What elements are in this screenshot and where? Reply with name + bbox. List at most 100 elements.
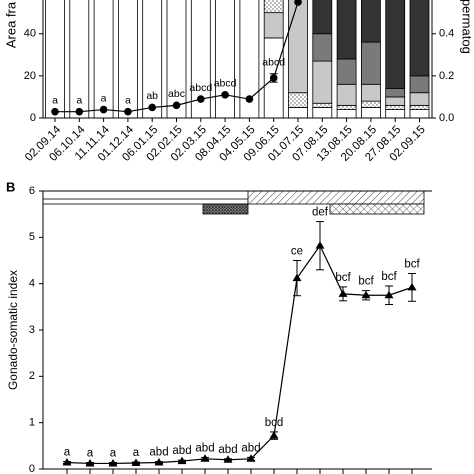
y-tick-label: 0	[30, 112, 36, 124]
y-tick-label: 3	[29, 324, 35, 336]
point	[384, 290, 394, 299]
data-label: a	[87, 448, 94, 460]
point	[269, 431, 279, 439]
point	[124, 107, 132, 116]
point	[148, 103, 156, 112]
point	[108, 458, 118, 467]
data-label: bcf	[404, 259, 420, 271]
period-bar	[202, 203, 249, 215]
y-tick-label: 5	[29, 231, 35, 243]
point	[361, 290, 371, 299]
y-tick-label: 4	[29, 278, 35, 290]
bar-segment	[360, 0, 381, 43]
y2-tick-label: 0.0	[439, 112, 454, 124]
point	[99, 105, 108, 114]
point	[223, 455, 233, 463]
y-tick-label: 1	[29, 417, 35, 429]
period-bar	[329, 203, 425, 215]
bar-segment	[409, 104, 430, 110]
bar-segment	[312, 0, 333, 35]
bar-segment	[360, 107, 381, 118]
bar-segment	[288, 107, 308, 118]
data-label: bcd	[265, 417, 284, 429]
point	[338, 289, 348, 297]
point	[246, 454, 256, 462]
bar-segment	[409, 109, 430, 118]
bar-segment	[263, 12, 284, 39]
bar-segment	[312, 33, 333, 62]
line	[66, 244, 413, 465]
bar-segment	[409, 0, 430, 77]
point	[294, 0, 302, 6]
bar-segment	[385, 104, 406, 110]
bar-segment	[360, 100, 381, 108]
period-bar	[42, 198, 249, 205]
point	[200, 454, 210, 462]
data-label: a	[52, 94, 58, 106]
bar-segment	[288, 92, 308, 108]
period-bars	[42, 190, 425, 215]
bar-segment	[336, 104, 357, 110]
point	[221, 91, 229, 99]
data-label: abd	[149, 447, 168, 459]
data-label: ce	[291, 246, 303, 258]
bar-segment	[385, 109, 406, 118]
bar-segment	[166, 0, 187, 118]
bar-segment	[263, 0, 284, 14]
point	[75, 107, 84, 116]
bar-segment	[312, 107, 333, 118]
period-bar	[247, 190, 425, 205]
y2-tick-label: 0.4	[439, 28, 454, 40]
bar-segment	[409, 75, 430, 94]
bar-segment	[336, 109, 357, 118]
point	[172, 101, 181, 110]
data-label: a	[125, 94, 131, 106]
data-label: bcf	[358, 276, 374, 288]
point	[245, 95, 254, 103]
bar-segment	[409, 92, 430, 106]
y2-axis-label: Spermatog	[460, 0, 474, 54]
data-label: a	[133, 447, 140, 459]
y-axis-label: Gonado-somatic index	[6, 270, 20, 390]
y2-tick-label: 0.2	[439, 70, 454, 82]
panel-label: B	[6, 179, 15, 194]
bar-segment	[385, 96, 406, 106]
point	[315, 241, 325, 249]
point	[154, 458, 164, 466]
data-label: a	[76, 94, 82, 106]
bar-segment	[312, 102, 333, 108]
data-label: def	[312, 207, 329, 219]
bar-segment	[360, 83, 381, 102]
data-label: abcd	[214, 78, 237, 90]
point	[51, 107, 59, 116]
data-label: bcf	[381, 271, 397, 283]
bar-segment	[336, 83, 357, 106]
bar-segment	[336, 58, 357, 85]
data-label: a	[64, 447, 71, 459]
data-label: abd	[218, 444, 237, 456]
bar-segment	[336, 0, 357, 60]
bar-segment	[385, 0, 406, 89]
point	[85, 458, 95, 467]
point	[131, 458, 141, 466]
data-label: bcf	[335, 272, 351, 284]
point	[177, 456, 187, 465]
y-tick-label: 40	[24, 28, 36, 40]
point	[292, 273, 302, 282]
data-label: abc	[168, 88, 185, 100]
data-label: abd	[172, 445, 191, 457]
y-tick-label: 6	[29, 185, 35, 197]
point	[269, 74, 278, 82]
bar-segment	[288, 0, 308, 94]
y-tick-label: 2	[29, 370, 35, 382]
point	[62, 458, 72, 466]
data-label: a	[110, 448, 117, 460]
data-label: abd	[195, 442, 214, 454]
data-label: abcd	[262, 57, 285, 69]
bar-segment	[215, 0, 236, 118]
data-label: abcd	[189, 82, 212, 94]
data-label: ab	[146, 90, 158, 102]
y-tick-label: 0	[29, 463, 35, 474]
bar-segment	[360, 41, 381, 85]
y-tick-label: 20	[24, 70, 36, 82]
